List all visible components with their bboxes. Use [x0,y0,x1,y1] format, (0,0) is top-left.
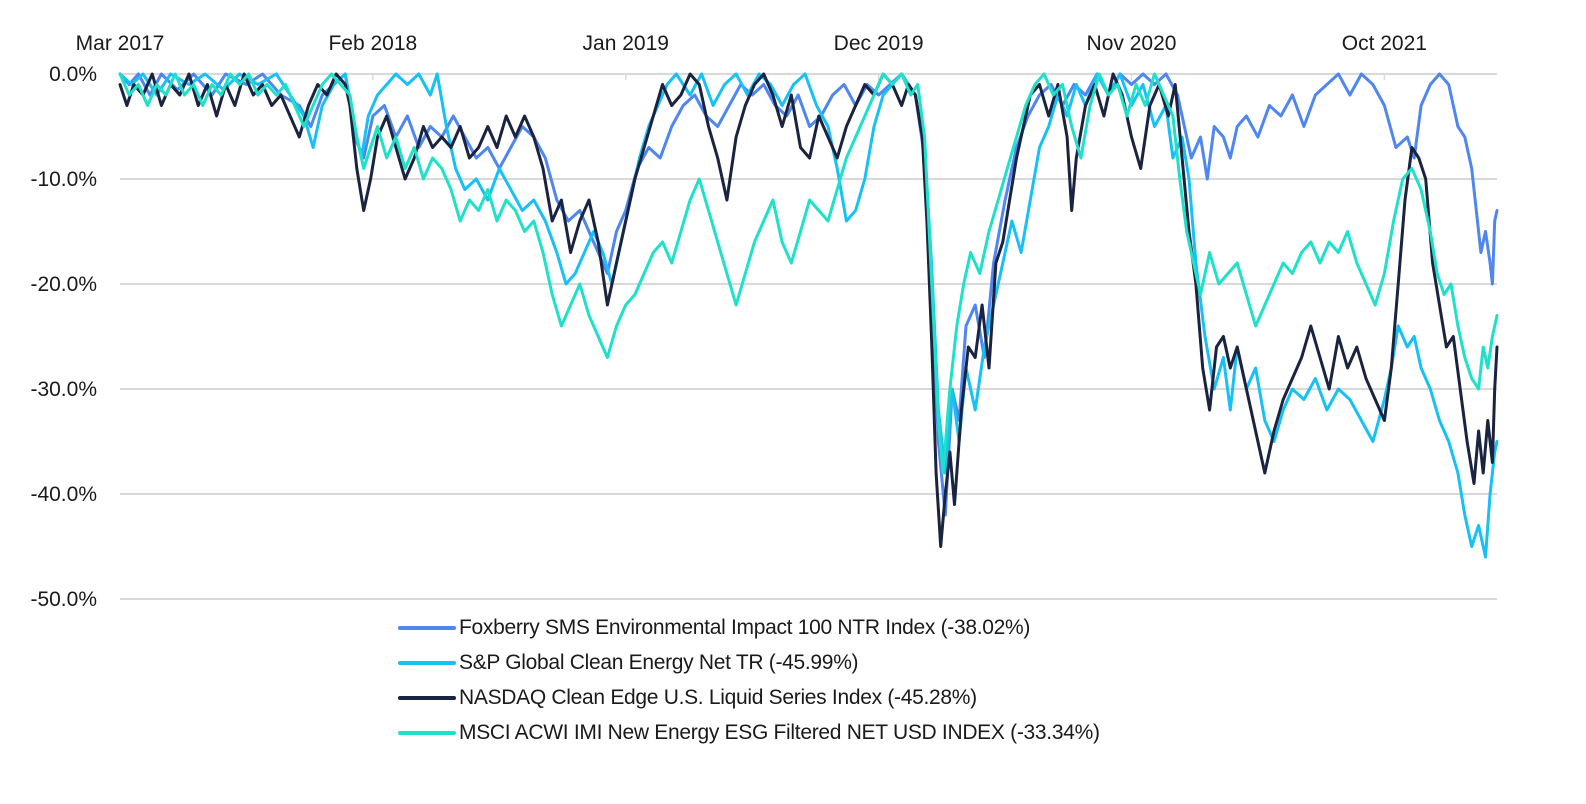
x-tick-label: Feb 2018 [328,32,417,55]
legend-label-foxberry: Foxberry SMS Environmental Impact 100 NT… [459,615,1031,639]
y-tick-label: -20.0% [30,273,97,296]
x-tick-label: Jan 2019 [583,32,669,55]
x-tick-label: Mar 2017 [76,32,165,55]
legend-swatch-foxberry [398,625,456,630]
legend-swatch-msci [398,730,456,735]
series-line-nasdaq [118,72,1499,548]
legend-label-msci: MSCI ACWI IMI New Energy ESG Filtered NE… [459,720,1100,744]
y-tick-label: 0.0% [49,63,97,86]
x-axis-ticks: Mar 2017 Feb 2018 Jan 2019 Dec 2019 Nov 2020… [76,32,1427,80]
x-tick-label: Oct 2021 [1342,32,1427,55]
y-tick-label: -30.0% [30,378,97,401]
series-lines [118,72,1499,559]
x-tick-label: Dec 2019 [834,32,924,55]
series-line-sp-global [118,72,1499,559]
y-axis-ticks: 0.0% -10.0% -20.0% -30.0% -40.0% -50.0% [30,63,97,611]
legend-swatch-sp-global [398,660,456,665]
legend-label-nasdaq: NASDAQ Clean Edge U.S. Liquid Series Ind… [459,685,977,709]
x-tick-label: Nov 2020 [1087,32,1177,55]
legend-item-sp-global[interactable]: S&P Global Clean Energy Net TR (-45.99%) [398,645,1100,680]
series-line-foxberry [118,72,1499,517]
y-tick-label: -40.0% [30,483,97,506]
legend-label-sp-global: S&P Global Clean Energy Net TR (-45.99%) [459,650,859,674]
legend-item-msci[interactable]: MSCI ACWI IMI New Energy ESG Filtered NE… [398,715,1100,750]
legend: Foxberry SMS Environmental Impact 100 NT… [398,610,1100,750]
y-tick-label: -50.0% [30,588,97,611]
legend-item-nasdaq[interactable]: NASDAQ Clean Edge U.S. Liquid Series Ind… [398,680,1100,715]
series-line-msci [118,72,1499,475]
gridlines [120,73,1497,600]
legend-swatch-nasdaq [398,695,456,700]
y-tick-label: -10.0% [30,168,97,191]
legend-item-foxberry[interactable]: Foxberry SMS Environmental Impact 100 NT… [398,610,1100,645]
